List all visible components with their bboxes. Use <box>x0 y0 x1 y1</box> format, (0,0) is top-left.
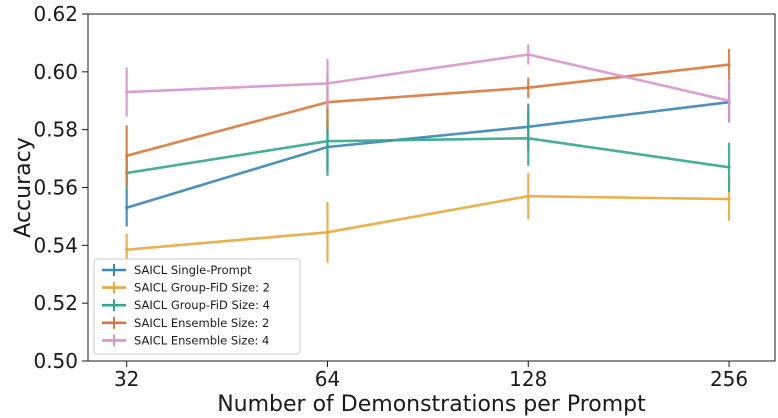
data-point <box>125 90 129 94</box>
data-point <box>526 136 530 140</box>
y-axis-label: Accuracy <box>11 137 36 237</box>
data-point <box>727 165 731 169</box>
data-point <box>325 81 329 85</box>
data-point <box>526 86 530 90</box>
legend-item: SAICL Ensemble Size: 4 <box>102 333 269 347</box>
data-point <box>125 154 129 158</box>
data-point <box>727 63 731 67</box>
legend-label: SAICL Single-Prompt <box>134 263 252 277</box>
series-line <box>126 194 730 251</box>
y-tick-label: 0.56 <box>33 176 78 200</box>
data-point <box>526 52 530 56</box>
series-line <box>126 53 730 103</box>
series-3 <box>125 106 731 192</box>
legend-label: SAICL Group-FiD Size: 4 <box>134 298 270 312</box>
data-point <box>727 99 731 103</box>
y-tick-label: 0.60 <box>33 60 78 84</box>
y-axis: 0.50 0.52 0.54 0.56 0.58 0.60 0.62 <box>33 2 88 373</box>
x-tick-label: 32 <box>114 367 139 391</box>
series-line <box>126 137 730 175</box>
y-tick-label: 0.58 <box>33 118 78 142</box>
series-line <box>126 100 730 209</box>
y-tick-label: 0.50 <box>33 349 78 373</box>
legend-item: SAICL Group-FiD Size: 2 <box>102 281 270 295</box>
legend-box <box>93 258 301 355</box>
legend: SAICL Single-Prompt SAICL Group-FiD Size:… <box>93 258 301 355</box>
y-tick-label: 0.62 <box>33 2 78 26</box>
series-line <box>126 63 730 157</box>
series-layer <box>125 44 731 266</box>
data-point <box>125 248 129 252</box>
data-point <box>325 139 329 143</box>
y-tick-label: 0.52 <box>33 291 78 315</box>
x-tick-label: 256 <box>710 367 748 391</box>
data-point <box>526 194 530 198</box>
x-axis-label: Number of Demonstrations per Prompt <box>217 392 646 417</box>
legend-item: SAICL Single-Prompt <box>102 263 252 277</box>
data-point <box>727 197 731 201</box>
legend-item: SAICL Group-FiD Size: 4 <box>102 298 270 312</box>
series-2 <box>125 173 731 266</box>
x-tick-label: 64 <box>315 367 340 391</box>
x-axis: 32 64 128 256 <box>114 361 748 391</box>
legend-item: SAICL Ensemble Size: 2 <box>102 316 269 330</box>
series-5 <box>125 44 731 123</box>
data-point <box>125 206 129 210</box>
legend-label: SAICL Ensemble Size: 2 <box>134 316 269 330</box>
legend-label: SAICL Group-FiD Size: 2 <box>134 281 270 295</box>
x-tick-label: 128 <box>509 367 547 391</box>
legend-label: SAICL Ensemble Size: 4 <box>134 333 269 347</box>
y-tick-label: 0.54 <box>33 233 78 257</box>
data-point <box>325 230 329 234</box>
